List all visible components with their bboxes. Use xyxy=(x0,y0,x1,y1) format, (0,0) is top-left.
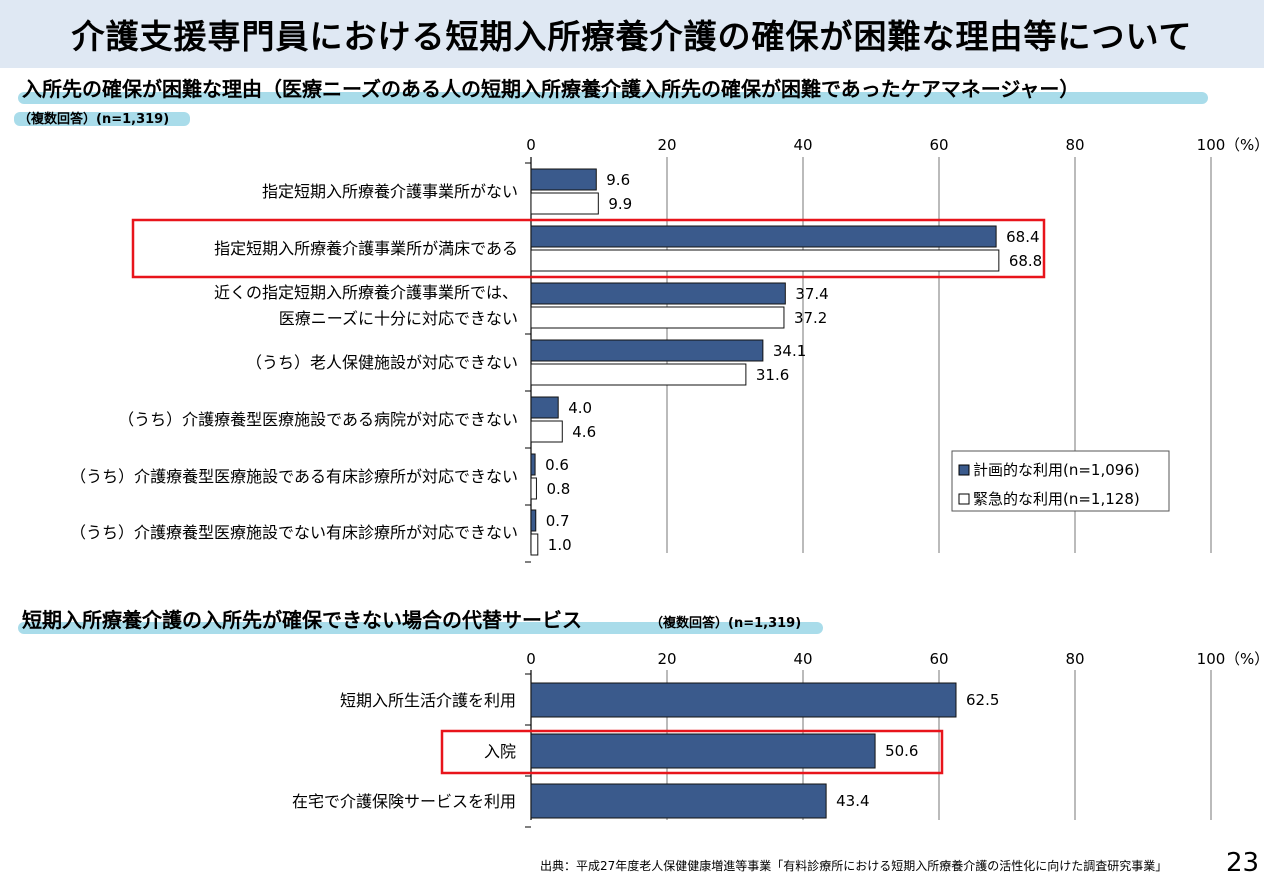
title-bar: 介護支援専門員における短期入所療養介護の確保が困難な理由等について xyxy=(0,0,1264,68)
highlight-box xyxy=(131,218,1046,279)
tick-label: 0 xyxy=(526,650,536,668)
category-label: （うち）介護療養型医療施設である有床診療所が対応できない xyxy=(70,467,518,486)
bar xyxy=(530,477,537,500)
data-label: 37.4 xyxy=(795,285,828,303)
data-label: 0.8 xyxy=(546,480,570,498)
legend-swatch xyxy=(958,493,970,505)
section1-heading-underline xyxy=(18,92,1208,104)
bar xyxy=(530,533,539,556)
bar xyxy=(530,453,536,476)
data-label: 9.9 xyxy=(608,195,632,213)
bar xyxy=(530,420,563,443)
bar xyxy=(530,225,997,248)
data-label: 68.8 xyxy=(1009,252,1042,270)
section1-note-underline xyxy=(14,112,190,126)
section2-note: （複数回答）(n=1,319) xyxy=(650,616,802,631)
legend-label: 計画的な利用(n=1,096) xyxy=(973,461,1140,479)
tick-label: 80 xyxy=(1065,650,1084,668)
category-label: 入院 xyxy=(484,742,516,761)
data-label: 4.6 xyxy=(572,423,596,441)
highlight-box xyxy=(440,729,944,775)
data-label: 43.4 xyxy=(836,792,869,810)
unit-label: （%） xyxy=(1225,650,1264,668)
data-label: 1.0 xyxy=(548,536,572,554)
chart-reasons: 0 20 40 60 80 100（%） 指定短期入所療養介護事業所がない指定短期入所療養介… xyxy=(70,136,1264,563)
bar xyxy=(530,192,599,215)
page-title: 介護支援専門員における短期入所療養介護の確保が困難な理由等について xyxy=(71,17,1193,56)
category-label: 指定短期入所療養介護事業所が満床である xyxy=(214,239,518,258)
tick-label: 80 xyxy=(1065,136,1084,154)
tick-label: 40 xyxy=(793,650,812,668)
tick-label: 20 xyxy=(657,650,676,668)
bar xyxy=(530,682,957,718)
category-label: （うち）老人保健施設が対応できない xyxy=(246,353,518,372)
legend-swatch xyxy=(958,464,970,476)
source-note: 出典：平成27年度老人保健健康増進等事業「有料診療所における短期入所療養介護の活… xyxy=(540,859,1168,873)
legend-box xyxy=(951,450,1170,512)
category-label: 指定短期入所療養介護事業所がない xyxy=(262,182,518,201)
tick-label: 100 xyxy=(1197,650,1226,668)
category-label: 在宅で介護保険サービスを利用 xyxy=(292,792,516,811)
data-label: 62.5 xyxy=(966,691,999,709)
data-label: 0.6 xyxy=(545,456,569,474)
section1-note: （複数回答）(n=1,319) xyxy=(18,112,170,127)
tick-label: 100 xyxy=(1197,136,1226,154)
tick-label: 40 xyxy=(793,136,812,154)
bar xyxy=(530,306,785,329)
category-label: 近くの指定短期入所療養介護事業所では、医療ニーズに十分に対応できない xyxy=(214,283,518,328)
tick-label: 0 xyxy=(526,136,536,154)
bar xyxy=(530,509,537,532)
section2-heading-underline xyxy=(18,622,823,634)
unit-label: （%） xyxy=(1225,136,1264,154)
section2-heading: 短期入所療養介護の入所先が確保できない場合の代替サービス xyxy=(22,608,582,632)
bar xyxy=(530,396,559,419)
page-number: 23 xyxy=(1226,848,1260,878)
data-label: 68.4 xyxy=(1006,228,1039,246)
bar xyxy=(530,339,764,362)
tick-label: 20 xyxy=(657,136,676,154)
data-label: 0.7 xyxy=(546,512,570,530)
data-label: 34.1 xyxy=(773,342,806,360)
bar xyxy=(530,282,786,305)
data-label: 50.6 xyxy=(885,742,918,760)
legend-label: 緊急的な利用(n=1,128) xyxy=(973,490,1140,508)
category-label: （うち）介護療養型医療施設である病院が対応できない xyxy=(118,410,518,429)
tick-label: 60 xyxy=(929,650,948,668)
data-label: 37.2 xyxy=(794,309,827,327)
bar xyxy=(530,249,1000,272)
category-label: （うち）介護療養型医療施設でない有床診療所が対応できない xyxy=(70,523,518,542)
tick-label: 60 xyxy=(929,136,948,154)
category-label: 短期入所生活介護を利用 xyxy=(340,691,516,710)
bar xyxy=(530,168,597,191)
data-label: 9.6 xyxy=(606,171,630,189)
bar xyxy=(530,783,827,819)
bar xyxy=(530,363,747,386)
bar xyxy=(530,733,876,769)
data-label: 31.6 xyxy=(756,366,789,384)
data-label: 4.0 xyxy=(568,399,592,417)
section1-heading: 入所先の確保が困難な理由（医療ニーズのある人の短期入所療養介護入所先の確保が困難… xyxy=(22,77,1080,101)
